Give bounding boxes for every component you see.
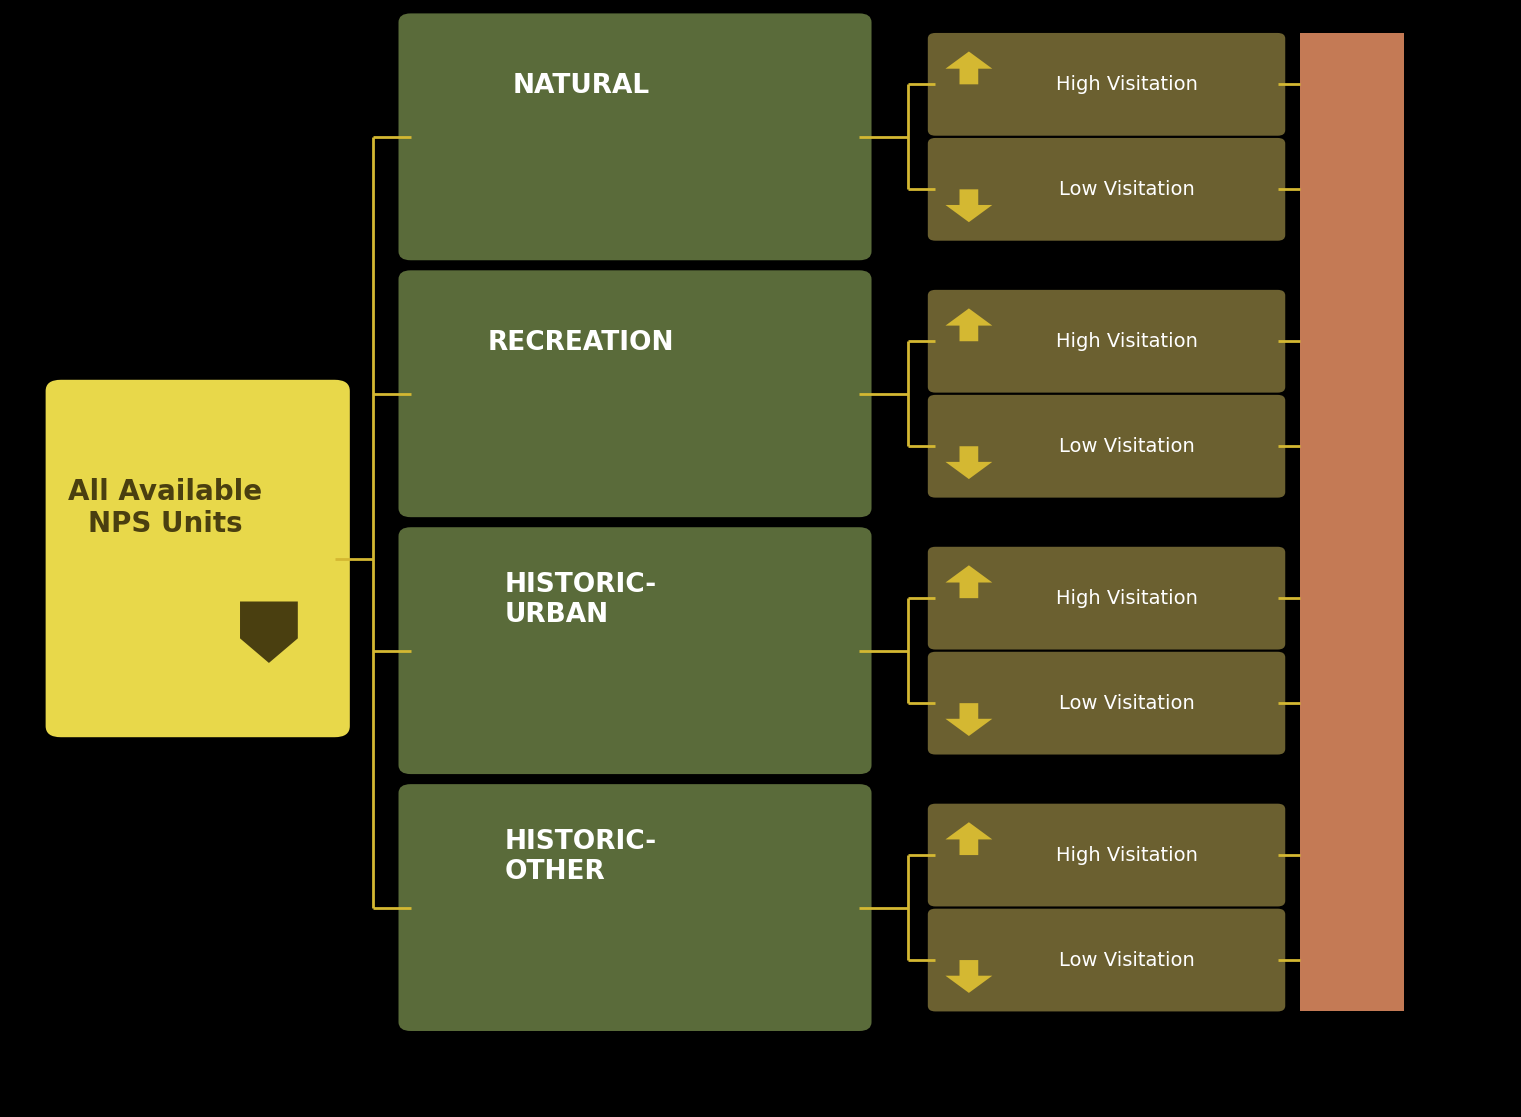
Text: High Visitation: High Visitation xyxy=(1056,75,1199,94)
Polygon shape xyxy=(946,308,992,341)
FancyBboxPatch shape xyxy=(399,13,872,260)
Text: High Visitation: High Visitation xyxy=(1056,589,1199,608)
Text: RECREATION: RECREATION xyxy=(488,331,674,356)
FancyBboxPatch shape xyxy=(928,394,1285,497)
Text: 24 Parks Per Year: 24 Parks Per Year xyxy=(1342,350,1363,572)
Polygon shape xyxy=(946,704,992,736)
FancyBboxPatch shape xyxy=(928,547,1285,650)
Text: NATURAL: NATURAL xyxy=(513,74,649,99)
Polygon shape xyxy=(946,189,992,222)
Text: All Available
NPS Units: All Available NPS Units xyxy=(68,478,262,538)
FancyBboxPatch shape xyxy=(928,289,1285,392)
FancyBboxPatch shape xyxy=(46,380,350,737)
Text: HISTORIC-
OTHER: HISTORIC- OTHER xyxy=(505,829,657,885)
Text: HISTORIC-
URBAN: HISTORIC- URBAN xyxy=(505,572,657,628)
FancyBboxPatch shape xyxy=(928,652,1285,755)
FancyBboxPatch shape xyxy=(928,32,1285,135)
FancyBboxPatch shape xyxy=(399,527,872,774)
Text: High Visitation: High Visitation xyxy=(1056,332,1199,351)
Polygon shape xyxy=(946,446,992,479)
Bar xyxy=(1300,34,1404,1012)
Polygon shape xyxy=(240,601,298,663)
Text: Low Visitation: Low Visitation xyxy=(1059,180,1196,199)
Text: (3 per Category): (3 per Category) xyxy=(1343,495,1361,650)
FancyBboxPatch shape xyxy=(399,784,872,1031)
Text: High Visitation: High Visitation xyxy=(1056,846,1199,865)
Polygon shape xyxy=(946,565,992,599)
Text: Low Visitation: Low Visitation xyxy=(1059,437,1196,456)
FancyBboxPatch shape xyxy=(928,137,1285,240)
FancyBboxPatch shape xyxy=(928,909,1285,1012)
FancyBboxPatch shape xyxy=(928,804,1285,907)
Polygon shape xyxy=(946,822,992,856)
Text: Low Visitation: Low Visitation xyxy=(1059,951,1196,970)
Polygon shape xyxy=(946,51,992,85)
Polygon shape xyxy=(946,961,992,993)
FancyBboxPatch shape xyxy=(399,270,872,517)
Text: Low Visitation: Low Visitation xyxy=(1059,694,1196,713)
